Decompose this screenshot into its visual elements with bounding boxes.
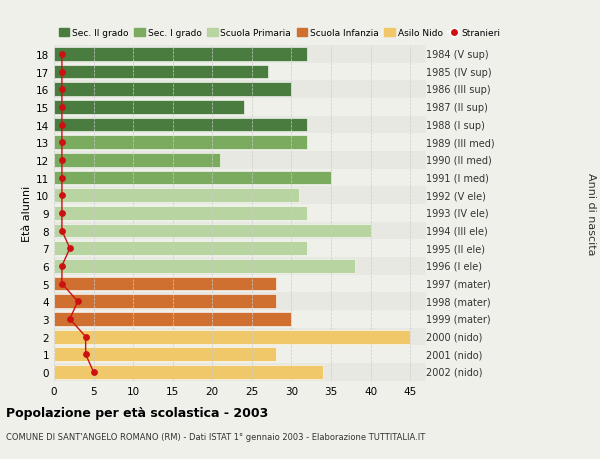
Bar [54,66,268,79]
Bar [54,328,426,346]
Bar [54,118,307,132]
Bar [54,240,426,257]
Text: 1997 (mater): 1997 (mater) [426,279,491,289]
Text: 1991 (I med): 1991 (I med) [426,173,489,183]
Text: 1985 (IV sup): 1985 (IV sup) [426,67,492,78]
Bar [54,48,307,62]
Bar [54,101,244,114]
Bar [54,46,426,63]
Bar [54,81,426,99]
Point [57,104,67,111]
Text: 2002 (nido): 2002 (nido) [426,367,483,377]
Bar [54,152,426,169]
Bar [54,222,426,240]
Bar [54,364,426,381]
Bar [54,171,331,185]
Text: 1994 (III ele): 1994 (III ele) [426,226,488,236]
Bar [54,257,426,275]
Point [73,298,83,305]
Y-axis label: Età alunni: Età alunni [22,185,32,241]
Bar [54,242,307,256]
Text: 1993 (IV ele): 1993 (IV ele) [426,208,489,218]
Text: 1989 (III med): 1989 (III med) [426,138,495,148]
Text: Anni di nascita: Anni di nascita [586,172,596,255]
Text: 1996 (I ele): 1996 (I ele) [426,261,482,271]
Bar [54,365,323,379]
Text: COMUNE DI SANT'ANGELO ROMANO (RM) - Dati ISTAT 1° gennaio 2003 - Elaborazione TU: COMUNE DI SANT'ANGELO ROMANO (RM) - Dati… [6,432,425,442]
Point [57,69,67,76]
Bar [54,117,426,134]
Bar [54,207,307,220]
Text: 1992 (V ele): 1992 (V ele) [426,191,486,201]
Bar [54,295,275,308]
Text: 1999 (mater): 1999 (mater) [426,314,491,324]
Point [57,263,67,270]
Point [81,333,91,341]
Bar [54,154,220,168]
Point [57,122,67,129]
Bar [54,187,426,205]
Point [81,351,91,358]
Point [57,192,67,200]
Bar [54,83,292,97]
Bar [54,169,426,187]
Text: 2001 (nido): 2001 (nido) [426,349,482,359]
Bar [54,330,410,344]
Point [57,174,67,182]
Bar [54,136,307,150]
Legend: Sec. II grado, Sec. I grado, Scuola Primaria, Scuola Infanzia, Asilo Nido, Stran: Sec. II grado, Sec. I grado, Scuola Prim… [59,29,501,38]
Text: 1995 (II ele): 1995 (II ele) [426,244,485,254]
Bar [54,99,426,117]
Point [89,369,98,376]
Text: 1984 (V sup): 1984 (V sup) [426,50,489,60]
Bar [54,346,426,364]
Bar [54,224,371,238]
Point [57,51,67,58]
Text: 1987 (II sup): 1987 (II sup) [426,103,488,112]
Point [57,86,67,94]
Text: 2000 (nido): 2000 (nido) [426,332,482,342]
Text: Popolazione per età scolastica - 2003: Popolazione per età scolastica - 2003 [6,406,268,419]
Point [57,210,67,217]
Text: 1986 (III sup): 1986 (III sup) [426,85,491,95]
Point [57,139,67,146]
Point [57,227,67,235]
Text: 1990 (II med): 1990 (II med) [426,156,492,166]
Point [57,157,67,164]
Bar [54,277,275,291]
Bar [54,259,355,273]
Bar [54,63,426,81]
Text: 1988 (I sup): 1988 (I sup) [426,120,485,130]
Point [65,245,74,252]
Text: 1998 (mater): 1998 (mater) [426,297,491,307]
Bar [54,189,299,203]
Point [65,316,74,323]
Bar [54,347,275,361]
Point [57,280,67,288]
Bar [54,205,426,222]
Bar [54,134,426,152]
Bar [54,293,426,310]
Bar [54,310,426,328]
Bar [54,313,292,326]
Bar [54,275,426,293]
